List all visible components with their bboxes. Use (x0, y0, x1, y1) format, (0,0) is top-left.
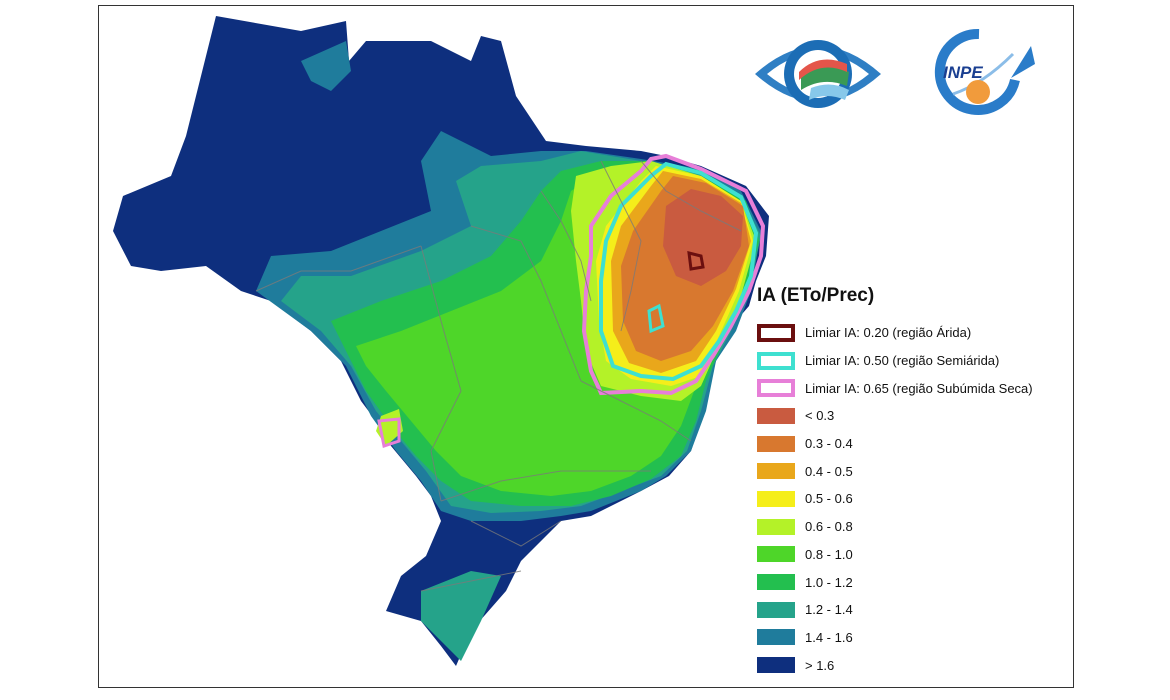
legend-class-label: 0.8 - 1.0 (805, 546, 853, 562)
legend-color-swatch (757, 463, 795, 480)
legend-class-label: 0.5 - 0.6 (805, 491, 853, 507)
legend-line-swatch (757, 323, 795, 342)
legend-color-swatch (757, 518, 795, 535)
legend-class-row: 1.2 - 1.4 (757, 596, 1067, 624)
legend-class-label: 0.6 - 0.8 (805, 519, 853, 535)
legend-class-label: 1.2 - 1.4 (805, 602, 853, 618)
eye-logo (755, 40, 881, 108)
legend-class-row: 0.6 - 0.8 (757, 513, 1067, 541)
legend-threshold-label: Limiar IA: 0.20 (região Árida) (805, 325, 972, 341)
legend-color-swatch (757, 490, 795, 507)
legend-threshold-row: Limiar IA: 0.50 (região Semiárida) (757, 347, 1067, 375)
legend-threshold-row: Limiar IA: 0.20 (região Árida) (757, 319, 1067, 347)
legend-class-label: 0.4 - 0.5 (805, 463, 853, 479)
legend-color-swatch (757, 546, 795, 563)
legend-color-swatch (757, 435, 795, 452)
legend-class-row: 0.4 - 0.5 (757, 457, 1067, 485)
legend-class-label: 1.0 - 1.2 (805, 574, 853, 590)
legend-class-label: 0.3 - 0.4 (805, 436, 853, 452)
legend-class-label: < 0.3 (805, 408, 835, 424)
legend-color-swatch (757, 574, 795, 591)
legend-color-swatch (757, 657, 795, 674)
legend-class-row: 0.5 - 0.6 (757, 485, 1067, 513)
legend-line-swatch (757, 351, 795, 370)
legend-class-row: 1.4 - 1.6 (757, 624, 1067, 652)
legend-threshold-row: Limiar IA: 0.65 (região Subúmida Seca) (757, 374, 1067, 402)
legend-class-row: 0.8 - 1.0 (757, 541, 1067, 569)
legend-title: IA (ETo/Prec) (757, 285, 875, 306)
legend-color-swatch (757, 601, 795, 618)
map-frame: INPE IA (ETo/Prec) Limiar IA: 0.20 (regi… (98, 5, 1074, 688)
legend-class-label: > 1.6 (805, 657, 835, 673)
legend-threshold-label: Limiar IA: 0.50 (região Semiárida) (805, 353, 1000, 369)
legend-line-swatch (757, 379, 795, 398)
brazil-aridity-map (113, 16, 769, 666)
threshold-subhumid-line (581, 153, 766, 396)
legend-class-row: > 1.6 (757, 651, 1067, 679)
legend-color-swatch (757, 629, 795, 646)
legend-class-label: 1.4 - 1.6 (805, 629, 853, 645)
threshold-arid-line (687, 251, 705, 271)
legend-class-row: 1.0 - 1.2 (757, 568, 1067, 596)
legend-threshold-label: Limiar IA: 0.65 (região Subúmida Seca) (805, 380, 1033, 396)
inpe-logo-text: INPE (943, 63, 983, 82)
legend-class-row: < 0.3 (757, 402, 1067, 430)
map-legend: IA (ETo/Prec) Limiar IA: 0.20 (região Ár… (757, 285, 1067, 679)
inpe-logo: INPE (934, 28, 1035, 115)
legend-class-row: 0.3 - 0.4 (757, 430, 1067, 458)
threshold-semiarid-line (599, 161, 759, 382)
legend-color-swatch (757, 407, 795, 424)
